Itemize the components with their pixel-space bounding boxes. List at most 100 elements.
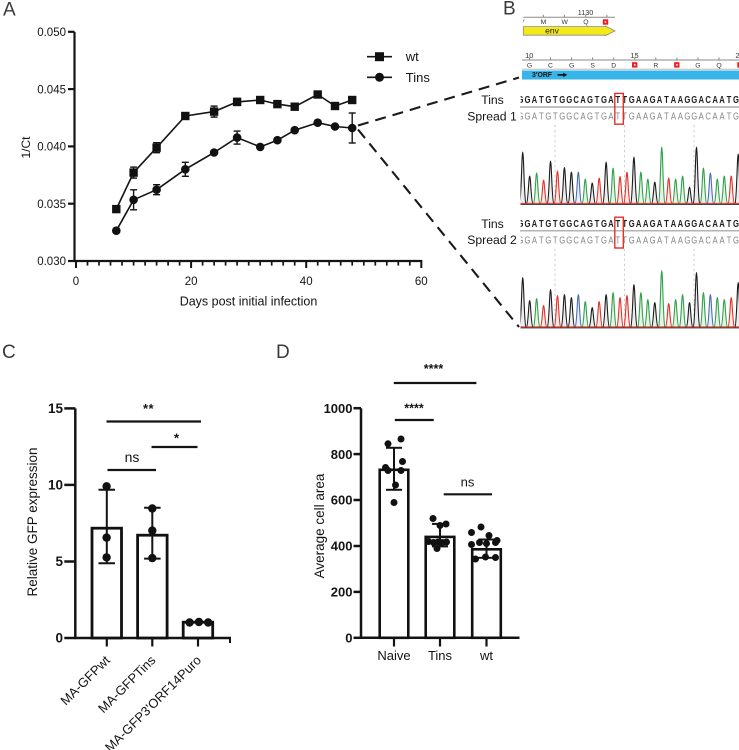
svg-text:T: T xyxy=(553,218,558,229)
svg-text:C: C xyxy=(573,110,579,121)
svg-text:Relative GFP expression: Relative GFP expression xyxy=(25,447,40,596)
svg-text:A: A xyxy=(712,94,718,105)
svg-text:Days post initial infection: Days post initial infection xyxy=(180,295,318,309)
svg-text:0.045: 0.045 xyxy=(37,84,66,96)
svg-text:G: G xyxy=(545,218,551,229)
svg-text:0.050: 0.050 xyxy=(37,27,66,39)
svg-text:ns: ns xyxy=(125,449,140,465)
svg-text:A: A xyxy=(608,94,614,105)
svg-text:C: C xyxy=(705,234,711,245)
svg-text:G: G xyxy=(559,110,565,121)
svg-text:Spread 1: Spread 1 xyxy=(467,109,517,123)
svg-text:G: G xyxy=(527,62,532,69)
svg-text:G: G xyxy=(695,62,700,69)
svg-text:G: G xyxy=(518,218,524,229)
svg-text:T: T xyxy=(539,218,544,229)
svg-text:G: G xyxy=(524,110,530,121)
svg-text:A: A xyxy=(643,234,649,245)
svg-text:*: * xyxy=(174,431,180,446)
svg-text:A: A xyxy=(698,218,704,229)
svg-text:10: 10 xyxy=(525,51,533,60)
svg-text:G: G xyxy=(566,218,572,229)
svg-text:5: 5 xyxy=(55,554,63,569)
svg-text:A: A xyxy=(657,234,663,245)
svg-text:G: G xyxy=(650,94,656,105)
svg-text:G: G xyxy=(601,94,607,105)
svg-text:T: T xyxy=(664,218,669,229)
svg-text:C: C xyxy=(705,94,711,105)
svg-text:G: G xyxy=(629,234,635,245)
svg-text:1/Ct: 1/Ct xyxy=(19,136,33,159)
svg-text:0: 0 xyxy=(345,631,352,646)
svg-text:C: C xyxy=(573,234,579,245)
svg-text:Tins: Tins xyxy=(481,93,504,107)
svg-text:T: T xyxy=(553,94,558,105)
svg-text:20: 20 xyxy=(735,51,739,60)
svg-text:M: M xyxy=(541,19,547,26)
svg-text:T: T xyxy=(727,110,732,121)
svg-text:A: A xyxy=(657,218,663,229)
svg-text:G: G xyxy=(691,234,697,245)
svg-text:G: G xyxy=(569,62,574,69)
svg-text:R: R xyxy=(653,62,658,69)
svg-text:G: G xyxy=(684,110,690,121)
svg-text:15: 15 xyxy=(48,401,64,416)
svg-text:T: T xyxy=(539,110,544,121)
svg-text:Q: Q xyxy=(716,62,721,69)
svg-text:G: G xyxy=(691,94,697,105)
svg-text:B: B xyxy=(503,0,516,20)
svg-text:wt: wt xyxy=(479,648,493,663)
svg-text:T: T xyxy=(539,94,544,105)
svg-text:A: A xyxy=(636,218,642,229)
svg-text:10: 10 xyxy=(48,478,63,493)
svg-text:G: G xyxy=(587,218,593,229)
svg-text:1000: 1000 xyxy=(324,401,353,416)
svg-text:G: G xyxy=(518,234,524,245)
svg-text:800: 800 xyxy=(331,447,353,462)
svg-text:A: A xyxy=(636,234,642,245)
svg-text:W: W xyxy=(561,19,568,26)
svg-text:C: C xyxy=(573,94,579,105)
svg-text:G: G xyxy=(559,234,565,245)
svg-text:A: A xyxy=(643,218,649,229)
svg-text:Average cell area: Average cell area xyxy=(312,473,327,578)
svg-text:A: A xyxy=(643,94,649,105)
svg-text:T: T xyxy=(595,218,600,229)
svg-text:G: G xyxy=(587,110,593,121)
svg-text:V: V xyxy=(520,19,525,26)
svg-text:T: T xyxy=(622,94,627,105)
svg-text:G: G xyxy=(587,234,593,245)
svg-text:G: G xyxy=(650,110,656,121)
svg-text:A: A xyxy=(3,0,16,21)
svg-text:Spread 2: Spread 2 xyxy=(467,233,517,247)
svg-text:G: G xyxy=(524,94,530,105)
svg-text:A: A xyxy=(636,94,642,105)
svg-text:15: 15 xyxy=(630,51,638,60)
svg-text:Q: Q xyxy=(583,19,588,26)
svg-text:C: C xyxy=(705,218,711,229)
svg-text:T: T xyxy=(539,234,544,245)
svg-text:0.040: 0.040 xyxy=(37,142,66,154)
svg-text:G: G xyxy=(566,94,572,105)
svg-text:G: G xyxy=(524,234,530,245)
svg-text:Tins: Tins xyxy=(481,217,504,231)
svg-text:A: A xyxy=(712,218,718,229)
svg-text:40: 40 xyxy=(300,276,313,288)
svg-text:A: A xyxy=(608,234,614,245)
svg-text:G: G xyxy=(684,94,690,105)
svg-text:A: A xyxy=(720,110,726,121)
svg-text:A: A xyxy=(532,234,538,245)
svg-text:A: A xyxy=(643,110,649,121)
svg-text:G: G xyxy=(566,110,572,121)
svg-text:C: C xyxy=(573,218,579,229)
svg-text:G: G xyxy=(650,234,656,245)
svg-text:ns: ns xyxy=(461,475,475,490)
svg-text:0: 0 xyxy=(73,276,79,288)
svg-text:A: A xyxy=(671,110,677,121)
svg-text:C: C xyxy=(2,342,16,363)
svg-text:A: A xyxy=(671,94,677,105)
svg-text:S: S xyxy=(590,62,595,69)
svg-text:0.030: 0.030 xyxy=(37,256,66,268)
svg-text:A: A xyxy=(581,234,587,245)
svg-text:A: A xyxy=(713,110,719,121)
